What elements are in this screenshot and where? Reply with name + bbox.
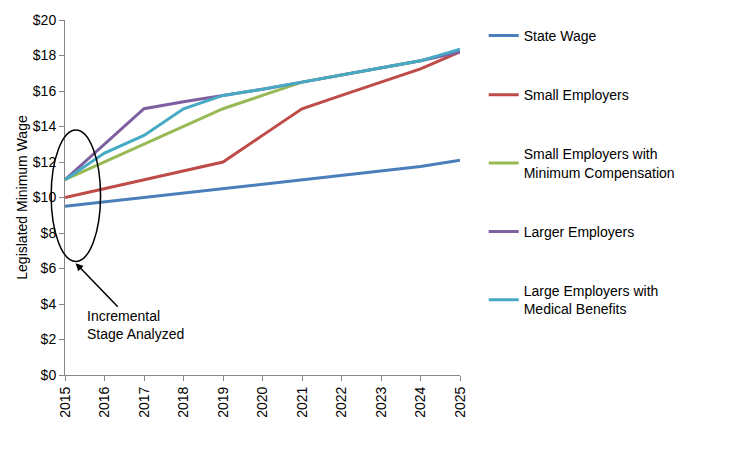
svg-text:2019: 2019 bbox=[215, 386, 231, 417]
svg-text:2023: 2023 bbox=[373, 386, 389, 417]
svg-text:2021: 2021 bbox=[294, 386, 310, 417]
svg-text:Small Employers: Small Employers bbox=[524, 87, 629, 103]
svg-text:2022: 2022 bbox=[333, 386, 349, 417]
svg-text:2025: 2025 bbox=[452, 386, 468, 417]
svg-text:$4: $4 bbox=[41, 296, 57, 312]
svg-text:$0: $0 bbox=[41, 367, 57, 383]
svg-text:Legislated Minimum Wage: Legislated Minimum Wage bbox=[14, 115, 30, 280]
svg-text:Small Employers withMinimum Co: Small Employers withMinimum Compensation bbox=[524, 146, 675, 180]
svg-text:$14: $14 bbox=[33, 118, 57, 134]
svg-text:Larger Employers: Larger Employers bbox=[524, 224, 635, 240]
svg-text:$16: $16 bbox=[33, 83, 57, 99]
svg-text:$12: $12 bbox=[33, 154, 57, 170]
svg-text:$18: $18 bbox=[33, 47, 57, 63]
svg-text:$8: $8 bbox=[41, 225, 57, 241]
svg-text:2017: 2017 bbox=[136, 386, 152, 417]
svg-text:Large Employers withMedical Be: Large Employers withMedical Benefits bbox=[524, 283, 659, 317]
svg-text:2018: 2018 bbox=[175, 386, 191, 417]
svg-text:State Wage: State Wage bbox=[524, 28, 597, 44]
svg-text:$10: $10 bbox=[33, 189, 57, 205]
svg-text:$6: $6 bbox=[41, 260, 57, 276]
svg-text:2015: 2015 bbox=[57, 386, 73, 417]
svg-text:$2: $2 bbox=[41, 331, 57, 347]
svg-text:IncrementalStage Analyzed: IncrementalStage Analyzed bbox=[87, 308, 184, 342]
svg-text:2024: 2024 bbox=[412, 386, 428, 417]
svg-text:$20: $20 bbox=[33, 12, 57, 28]
svg-text:2016: 2016 bbox=[96, 386, 112, 417]
svg-text:2020: 2020 bbox=[254, 386, 270, 417]
